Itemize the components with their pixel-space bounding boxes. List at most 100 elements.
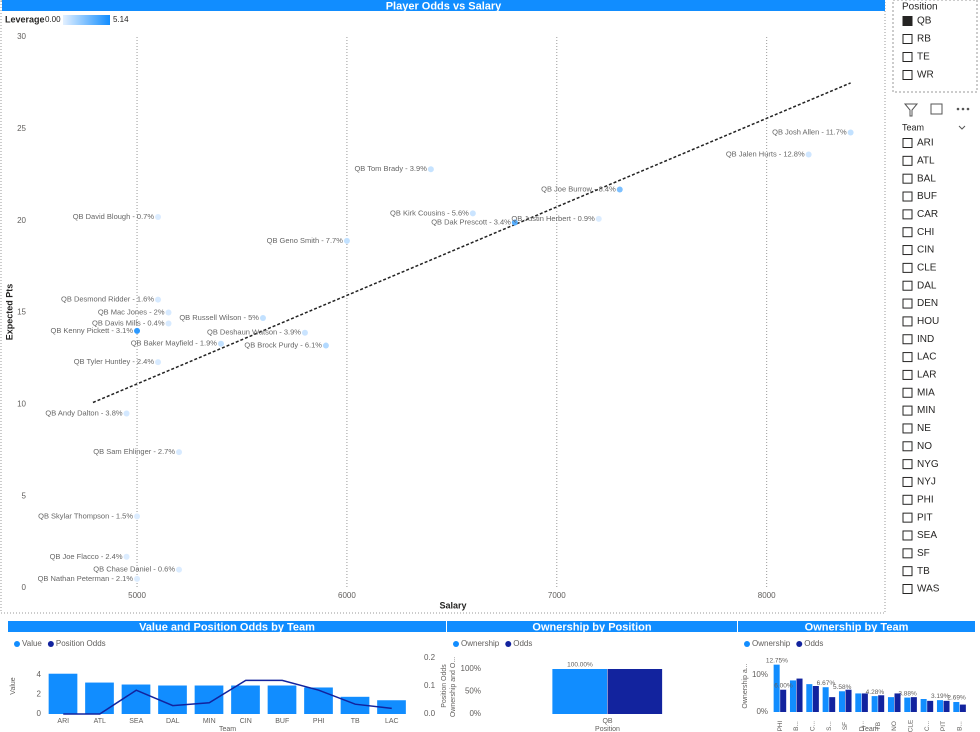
checkbox[interactable] xyxy=(902,245,913,256)
slicer-item[interactable]: MIN xyxy=(917,405,935,416)
checkbox[interactable] xyxy=(902,566,913,577)
slicer-item[interactable]: TE xyxy=(917,52,930,63)
slicer-item[interactable]: PIT xyxy=(917,512,933,523)
bar xyxy=(894,693,901,712)
legend-label: Ownership xyxy=(752,639,791,648)
slicer-item[interactable]: QB xyxy=(917,16,932,27)
checkbox[interactable] xyxy=(902,191,913,202)
checkbox[interactable] xyxy=(902,441,913,452)
checkbox[interactable] xyxy=(902,138,913,148)
checkbox[interactable] xyxy=(902,280,913,291)
slicer-item[interactable]: SF xyxy=(917,548,930,559)
bar xyxy=(773,664,780,712)
bar xyxy=(806,684,813,712)
slicer-item[interactable]: DEN xyxy=(917,298,938,309)
checkbox[interactable] xyxy=(902,34,913,44)
checkbox[interactable] xyxy=(902,334,913,345)
slicer-item[interactable]: MIA xyxy=(917,387,935,398)
checkbox[interactable] xyxy=(902,209,913,220)
slicer-item[interactable]: NE xyxy=(917,423,931,434)
legend-marker xyxy=(744,641,750,647)
checkbox[interactable] xyxy=(902,316,913,327)
x-tick-label: MIN xyxy=(203,718,216,725)
slicer-item[interactable]: CIN xyxy=(917,245,934,256)
point-label: QB Geno Smith - 7.7% xyxy=(267,236,344,245)
slicer-item[interactable]: ARI xyxy=(917,138,934,149)
chart-title: Ownership by Team xyxy=(805,621,909,633)
slicer-item[interactable]: TB xyxy=(917,566,930,577)
x-tick-label: D... xyxy=(859,721,866,731)
slicer-item[interactable]: LAR xyxy=(917,370,936,381)
data-label: 3.19% xyxy=(931,693,950,700)
data-label: 6.00% xyxy=(774,682,793,689)
x-axis-title: Position xyxy=(595,726,620,732)
checkbox[interactable] xyxy=(902,530,913,541)
slicer-item[interactable]: HOU xyxy=(917,316,939,327)
slicer-item[interactable]: DAL xyxy=(917,280,937,291)
x-tick-label: PIT xyxy=(940,721,947,731)
checkbox[interactable] xyxy=(902,476,913,487)
slicer-item[interactable]: LAC xyxy=(917,352,936,363)
slicer-item[interactable]: WR xyxy=(917,70,934,81)
slicer-item[interactable]: CAR xyxy=(917,209,938,220)
point-label: QB Baker Mayfield - 1.9% xyxy=(131,339,218,348)
checkbox[interactable] xyxy=(902,262,913,273)
x-tick-label: TB xyxy=(351,718,360,725)
slicer-item[interactable]: ATL xyxy=(917,155,935,166)
y2-tick-label: 0.1 xyxy=(424,681,436,690)
slicer-item[interactable]: NYJ xyxy=(917,477,936,488)
checkbox[interactable] xyxy=(902,227,913,238)
bar xyxy=(920,699,927,712)
trendline xyxy=(92,82,851,404)
slicer-item[interactable]: CLE xyxy=(917,263,937,274)
checkbox[interactable] xyxy=(902,512,913,523)
data-label: 2.69% xyxy=(947,695,966,702)
checkbox[interactable] xyxy=(902,387,913,398)
checkbox[interactable] xyxy=(902,352,913,363)
bar xyxy=(231,685,260,714)
checkbox[interactable] xyxy=(902,70,913,80)
checkbox[interactable] xyxy=(902,459,913,470)
data-label: 4.28% xyxy=(866,689,885,696)
checkbox[interactable] xyxy=(902,494,913,505)
data-point xyxy=(155,296,162,303)
slicer-item[interactable]: RB xyxy=(917,34,931,45)
slicer-item[interactable]: CHI xyxy=(917,227,934,238)
slicer-item[interactable]: PHI xyxy=(917,494,934,505)
point-label: QB Jalen Hurts - 12.8% xyxy=(726,150,805,159)
slicer-item[interactable]: NO xyxy=(917,441,932,452)
main-panel xyxy=(0,0,886,614)
slicer-item[interactable]: BAL xyxy=(917,173,936,184)
point-label: QB Sam Ehlinger - 2.7% xyxy=(93,447,175,456)
slicer-item[interactable]: BUF xyxy=(917,191,937,202)
x-axis-title: Team xyxy=(219,726,236,732)
data-point xyxy=(134,575,141,582)
slicer-item[interactable]: SEA xyxy=(917,530,937,541)
x-tick-label: BUF xyxy=(275,718,289,725)
slicer-item[interactable]: WAS xyxy=(917,584,940,595)
checkbox[interactable] xyxy=(902,52,913,62)
bar xyxy=(943,700,950,712)
legend-label: Position Odds xyxy=(56,639,106,648)
data-point xyxy=(134,327,141,334)
point-label: QB Nathan Peterman - 2.1% xyxy=(38,574,134,583)
checkbox[interactable] xyxy=(902,423,913,434)
slicer-item[interactable]: NYG xyxy=(917,459,939,470)
checkbox[interactable] xyxy=(902,584,913,594)
title-bar xyxy=(2,0,885,11)
legend-title: Leverage xyxy=(5,14,45,24)
data-point xyxy=(155,213,162,220)
checkbox[interactable] xyxy=(902,369,913,380)
checkbox[interactable] xyxy=(902,548,913,559)
y-tick-label: 10% xyxy=(752,670,768,679)
legend-label: Value xyxy=(22,639,42,648)
chart-title: Ownership by Position xyxy=(532,621,651,633)
checkbox[interactable] xyxy=(902,298,913,309)
checkbox[interactable] xyxy=(902,405,913,416)
checkbox[interactable] xyxy=(902,173,913,184)
checkbox[interactable] xyxy=(902,16,913,26)
checkbox[interactable] xyxy=(902,155,913,166)
bar xyxy=(304,687,333,714)
x-tick-label: CIN xyxy=(240,718,252,725)
slicer-item[interactable]: IND xyxy=(917,334,934,345)
